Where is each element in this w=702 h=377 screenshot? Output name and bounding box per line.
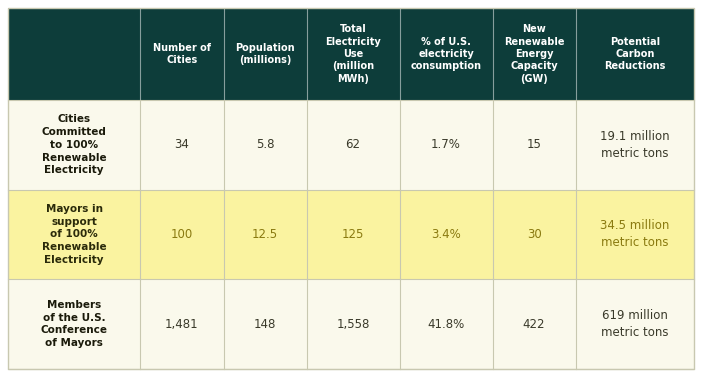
Text: 34.5 million
metric tons: 34.5 million metric tons — [600, 219, 670, 249]
Text: Cities
Committed
to 100%
Renewable
Electricity: Cities Committed to 100% Renewable Elect… — [41, 114, 107, 175]
Text: Mayors in
support
of 100%
Renewable
Electricity: Mayors in support of 100% Renewable Elec… — [42, 204, 107, 265]
Text: 41.8%: 41.8% — [428, 317, 465, 331]
Bar — [8, 279, 694, 369]
Text: 12.5: 12.5 — [252, 228, 278, 241]
Text: 3.4%: 3.4% — [431, 228, 461, 241]
Text: 1,558: 1,558 — [336, 317, 370, 331]
Text: New
Renewable
Energy
Capacity
(GW): New Renewable Energy Capacity (GW) — [504, 24, 564, 84]
Text: Members
of the U.S.
Conference
of Mayors: Members of the U.S. Conference of Mayors — [41, 300, 107, 348]
Text: Potential
Carbon
Reductions: Potential Carbon Reductions — [604, 37, 665, 71]
Text: 30: 30 — [526, 228, 541, 241]
Text: 5.8: 5.8 — [256, 138, 274, 151]
Text: 100: 100 — [171, 228, 193, 241]
Text: 619 million
metric tons: 619 million metric tons — [601, 309, 668, 339]
Bar — [8, 8, 694, 100]
Text: 148: 148 — [254, 317, 277, 331]
Bar — [8, 190, 694, 279]
Text: 1.7%: 1.7% — [431, 138, 461, 151]
Text: 125: 125 — [342, 228, 364, 241]
Text: 62: 62 — [345, 138, 361, 151]
Text: 1,481: 1,481 — [165, 317, 199, 331]
Text: 422: 422 — [523, 317, 545, 331]
Text: 34: 34 — [175, 138, 190, 151]
Text: 19.1 million
metric tons: 19.1 million metric tons — [600, 130, 670, 160]
Bar — [8, 100, 694, 190]
Text: 15: 15 — [526, 138, 541, 151]
Text: Number of
Cities: Number of Cities — [153, 43, 211, 65]
Text: Total
Electricity
Use
(million
MWh): Total Electricity Use (million MWh) — [325, 24, 381, 84]
Text: % of U.S.
electricity
consumption: % of U.S. electricity consumption — [411, 37, 482, 71]
Text: Population
(millions): Population (millions) — [235, 43, 295, 65]
